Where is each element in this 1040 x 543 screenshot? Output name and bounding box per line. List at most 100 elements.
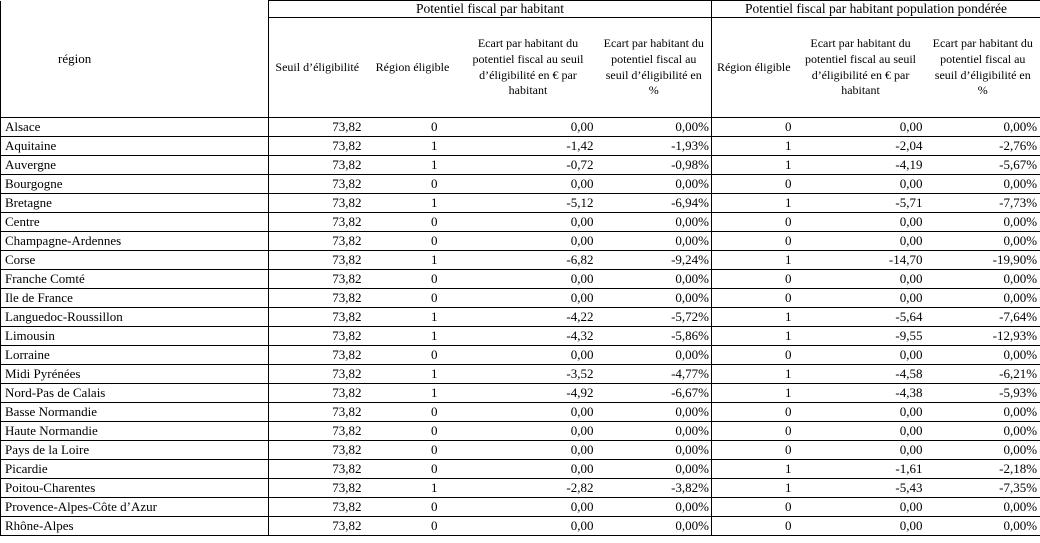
ecart-euro-value: -4,22 xyxy=(459,307,597,327)
ecart-pct-value: 0,00% xyxy=(596,231,713,251)
region-name: Bourgogne xyxy=(0,174,269,194)
ecart-pct-value: 0,00% xyxy=(596,117,713,137)
table-row: Haute Normandie 73,82 0 0,00 0,00% 0 0,00 0,00% xyxy=(0,421,1040,441)
ecart-euro-ponderee-value: -5,43 xyxy=(795,478,926,498)
table-row: Poitou-Charentes 73,82 1 -2,82 -3,82% 1 -5,43-… xyxy=(0,478,1040,498)
ecart-euro-value: 0,00 xyxy=(459,402,597,422)
ecart-pct-ponderee-value: 0,00% xyxy=(925,231,1040,251)
ecart-pct-value: 0,00% xyxy=(596,174,713,194)
eligible-ponderee-value: 0 xyxy=(711,516,796,536)
eligible-value: 0 xyxy=(365,402,460,422)
ecart-euro-ponderee-value: -2,04 xyxy=(795,136,926,156)
ecart-pct-value: 0,00% xyxy=(596,269,713,289)
table-row: Midi Pyrénées 73,82 1 -3,52 -4,77% 1 -4,58 -6,2… xyxy=(0,364,1040,384)
eligible-value: 0 xyxy=(365,440,460,460)
ecart-pct-value: 0,00% xyxy=(596,497,713,517)
eligible-value: 0 xyxy=(365,269,460,289)
ecart-euro-ponderee-value: 0,00 xyxy=(795,174,926,194)
ecart-pct-header: Ecart par habitant du potentiel fiscal a… xyxy=(596,17,713,118)
ecart-pct-value: -4,77% xyxy=(596,364,713,384)
ecart-pct-value: 0,00% xyxy=(596,421,713,441)
ecart-pct-value: -6,94% xyxy=(596,193,713,213)
eligible-value: 0 xyxy=(365,497,460,517)
ecart-pct-value: 0,00% xyxy=(596,212,713,232)
seuil-value: 73,82 xyxy=(268,269,366,289)
ecart-euro-ponderee-value: 0,00 xyxy=(795,440,926,460)
ecart-euro-value: 0,00 xyxy=(459,269,597,289)
seuil-value: 73,82 xyxy=(268,383,366,403)
eligible-ponderee-value: 1 xyxy=(711,155,796,175)
ecart-pct-value: 0,00% xyxy=(596,440,713,460)
table-row: Provence-Alpes-Côte d’Azur 73,82 0 0,00 0,00… xyxy=(0,497,1040,517)
ecart-pct-ponderee-value: 0,00% xyxy=(925,440,1040,460)
ecart-euro-ponderee-value: 0,00 xyxy=(795,288,926,308)
ecart-pct-ponderee-value: 0,00% xyxy=(925,269,1040,289)
table-row: Languedoc-Roussillon 73,82 1 -4,22 -5,72% 1 -5… xyxy=(0,307,1040,327)
seuil-value: 73,82 xyxy=(268,117,366,137)
region-name: Franche Comté xyxy=(0,269,269,289)
ecart-euro-value: -3,52 xyxy=(459,364,597,384)
region-name: Rhône-Alpes xyxy=(0,516,269,536)
table-row: Basse Normandie 73,82 0 0,00 0,00% 0 0,00 0,00% xyxy=(0,402,1040,422)
table-row: Franche Comté 73,82 0 0,00 0,00% 0 0,00 0,00% xyxy=(0,269,1040,289)
table-row: Pays de la Loire 73,82 0 0,00 0,00% 0 0,00 0,00… xyxy=(0,440,1040,460)
seuil-value: 73,82 xyxy=(268,212,366,232)
region-name: Corse xyxy=(0,250,269,270)
ecart-pct-value: 0,00% xyxy=(596,459,713,479)
region-name: Auvergne xyxy=(0,155,269,175)
ecart-pct-ponderee-value: 0,00% xyxy=(925,117,1040,137)
ecart-pct-ponderee-value: -19,90% xyxy=(925,250,1040,270)
seuil-value: 73,82 xyxy=(268,516,366,536)
ecart-euro-ponderee-value: -4,38 xyxy=(795,383,926,403)
ecart-pct-ponderee-value: -7,64% xyxy=(925,307,1040,327)
ecart-pct-ponderee-value: 0,00% xyxy=(925,345,1040,365)
seuil-value: 73,82 xyxy=(268,136,366,156)
eligible-ponderee-value: 0 xyxy=(711,497,796,517)
table-row: Limousin 73,82 1 -4,32 -5,86% 1 -9,55 -12,93% xyxy=(0,326,1040,346)
ecart-pct-ponderee-value: 0,00% xyxy=(925,421,1040,441)
ecart-euro-value: -0,72 xyxy=(459,155,597,175)
eligible-value: 0 xyxy=(365,288,460,308)
ecart-euro-value: 0,00 xyxy=(459,345,597,365)
ecart-euro-value: -6,82 xyxy=(459,250,597,270)
ecart-euro-ponderee-value: 0,00 xyxy=(795,421,926,441)
eligible-ponderee-value: 1 xyxy=(711,364,796,384)
ecart-pct-value: -9,24% xyxy=(596,250,713,270)
region-name: Ile de France xyxy=(0,288,269,308)
eligible-ponderee-value: 1 xyxy=(711,478,796,498)
region-name: Limousin xyxy=(0,326,269,346)
eligible-ponderee-value: 0 xyxy=(711,212,796,232)
eligible-ponderee-value: 0 xyxy=(711,117,796,137)
ecart-euro-value: -1,42 xyxy=(459,136,597,156)
eligible-value: 1 xyxy=(365,478,460,498)
column-header-row: Seuil d’éligibilité Région éligible Ecar… xyxy=(1,17,1040,118)
ecart-pct-value: -5,86% xyxy=(596,326,713,346)
table-row: Rhône-Alpes 73,82 0 0,00 0,00% 0 0,00 0,00% xyxy=(0,516,1040,536)
eligible-ponderee-value: 0 xyxy=(711,288,796,308)
seuil-value: 73,82 xyxy=(268,326,366,346)
ecart-pct-value: -0,98% xyxy=(596,155,713,175)
ecart-euro-value: 0,00 xyxy=(459,174,597,194)
ecart-pct-value: 0,00% xyxy=(596,345,713,365)
region-name: Nord-Pas de Calais xyxy=(0,383,269,403)
ecart-euro-value: 0,00 xyxy=(459,421,597,441)
group2-header: Potentiel fiscal par habitant population… xyxy=(711,0,1040,18)
group-header-row: région Potentiel fiscal par habitant Pot… xyxy=(0,0,1040,118)
ecart-euro-value: 0,00 xyxy=(459,440,597,460)
ecart-pct-value: 0,00% xyxy=(596,516,713,536)
seuil-value: 73,82 xyxy=(268,459,366,479)
region-name: Picardie xyxy=(0,459,269,479)
eligible-ponderee-value: 0 xyxy=(711,345,796,365)
ecart-euro-ponderee-header: Ecart par habitant du potentiel fiscal a… xyxy=(795,17,926,118)
ecart-euro-value: 0,00 xyxy=(459,497,597,517)
ecart-euro-ponderee-value: -9,55 xyxy=(795,326,926,346)
eligible-value: 1 xyxy=(365,250,460,270)
eligible-ponderee-value: 0 xyxy=(711,402,796,422)
eligible-ponderee-value: 1 xyxy=(711,326,796,346)
eligible-value: 1 xyxy=(365,193,460,213)
region-eligible-ponderee-header: Région éligible xyxy=(711,17,796,118)
ecart-pct-value: -3,82% xyxy=(596,478,713,498)
region-name: Provence-Alpes-Côte d’Azur xyxy=(0,497,269,517)
